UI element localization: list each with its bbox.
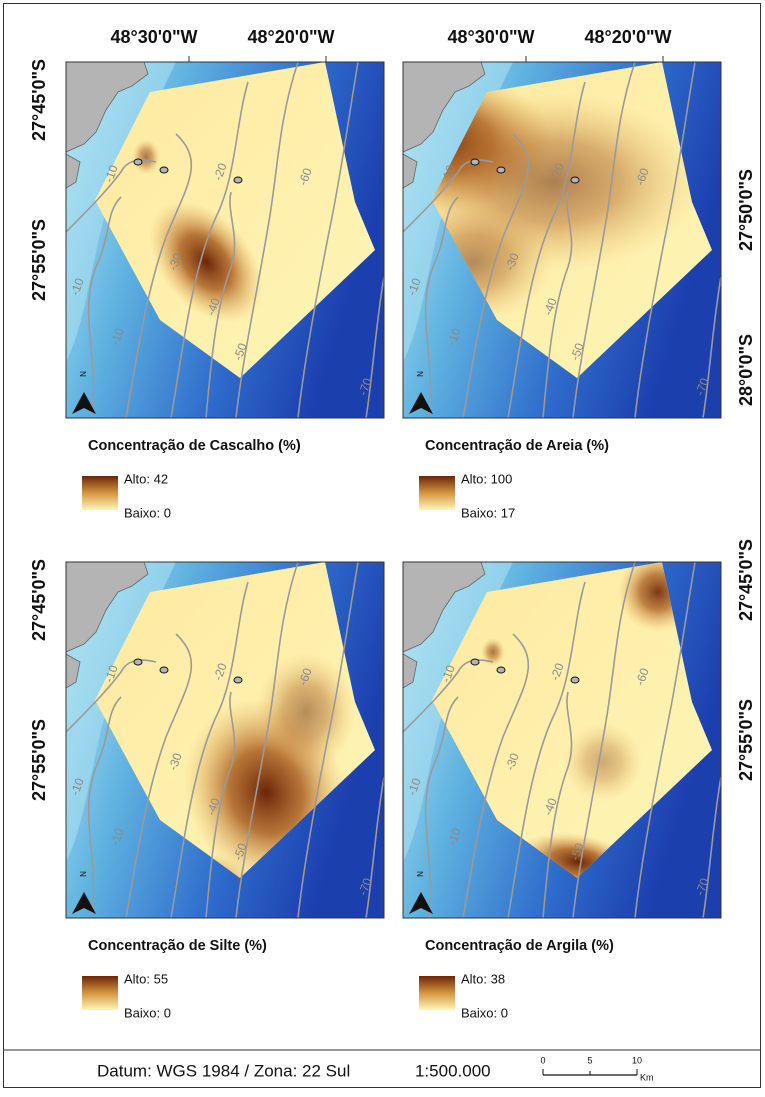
island xyxy=(471,159,479,165)
latitude-label: 27°55'0"S xyxy=(29,219,49,301)
legend-low: Baixo: 0 xyxy=(461,1005,508,1020)
map-panel: -10-10-10-20-30-40-50-60-70N xyxy=(403,552,721,918)
legend-high: Alto: 42 xyxy=(124,471,168,486)
datum: Datum: WGS 1984 / Zona: 22 Sul xyxy=(97,1061,350,1080)
island xyxy=(571,177,579,183)
legend-low: Baixo: 17 xyxy=(461,505,515,520)
latitude-label: 27°45'0"S xyxy=(29,59,49,141)
map-panel: -10-10-10-20-30-40-50-60-70N xyxy=(66,562,384,918)
island xyxy=(160,667,168,673)
longitude-label: 48°20'0"W xyxy=(247,27,334,47)
scale-text: 1:500.000 xyxy=(415,1061,491,1080)
scale-label: 5 xyxy=(587,1055,592,1065)
map-panel: -10-10-10-20-30-40-50-60-70N xyxy=(66,62,384,418)
legend-ramp xyxy=(419,476,455,510)
island xyxy=(571,677,579,683)
north-label: N xyxy=(79,371,88,377)
latitude-label: 27°45'0"S xyxy=(736,539,756,621)
longitude-label: 48°20'0"W xyxy=(584,27,671,47)
north-label: N xyxy=(79,871,88,877)
longitude-label: 48°30'0"W xyxy=(447,27,534,47)
panel-title: Concentração de Silte (%) xyxy=(88,938,267,954)
latitude-label: 27°55'0"S xyxy=(736,699,756,781)
latitude-label: 27°50'0"S xyxy=(736,169,756,251)
legend-ramp xyxy=(82,476,118,510)
legend-low: Baixo: 0 xyxy=(124,1005,171,1020)
panel-title: Concentração de Areia (%) xyxy=(425,438,609,454)
legend-ramp xyxy=(419,976,455,1010)
legend-ramp xyxy=(82,976,118,1010)
legend-high: Alto: 38 xyxy=(461,971,505,986)
island xyxy=(234,177,242,183)
legend-high: Alto: 55 xyxy=(124,971,168,986)
latitude-label: 27°55'0"S xyxy=(29,719,49,801)
island xyxy=(134,659,142,665)
latitude-label: 27°45'0"S xyxy=(29,559,49,641)
north-label: N xyxy=(416,371,425,377)
north-label: N xyxy=(416,871,425,877)
island xyxy=(160,167,168,173)
legend-high: Alto: 100 xyxy=(461,471,512,486)
island xyxy=(234,677,242,683)
scale-label: 10 xyxy=(632,1055,642,1065)
longitude-label: 48°30'0"W xyxy=(110,27,197,47)
scale-label: 0 xyxy=(540,1055,545,1065)
island xyxy=(471,659,479,665)
island xyxy=(134,159,142,165)
latitude-label: 28°0'0"S xyxy=(736,334,756,406)
interpolation-high xyxy=(563,722,643,802)
panel-title: Concentração de Argila (%) xyxy=(425,938,614,954)
map-panel: -10-10-10-20-30-40-50-60-70N xyxy=(333,62,721,418)
panel-title: Concentração de Cascalho (%) xyxy=(88,438,301,454)
island xyxy=(497,167,505,173)
map-figure: Datum: WGS 1984 / Zona: 22 Sul 1:500.000… xyxy=(0,0,765,1092)
scale-unit: Km xyxy=(640,1072,654,1082)
legend-low: Baixo: 0 xyxy=(124,505,171,520)
scale-bar: 0 5 10 Km xyxy=(540,1055,653,1082)
island xyxy=(497,667,505,673)
interpolation-high xyxy=(132,139,160,175)
